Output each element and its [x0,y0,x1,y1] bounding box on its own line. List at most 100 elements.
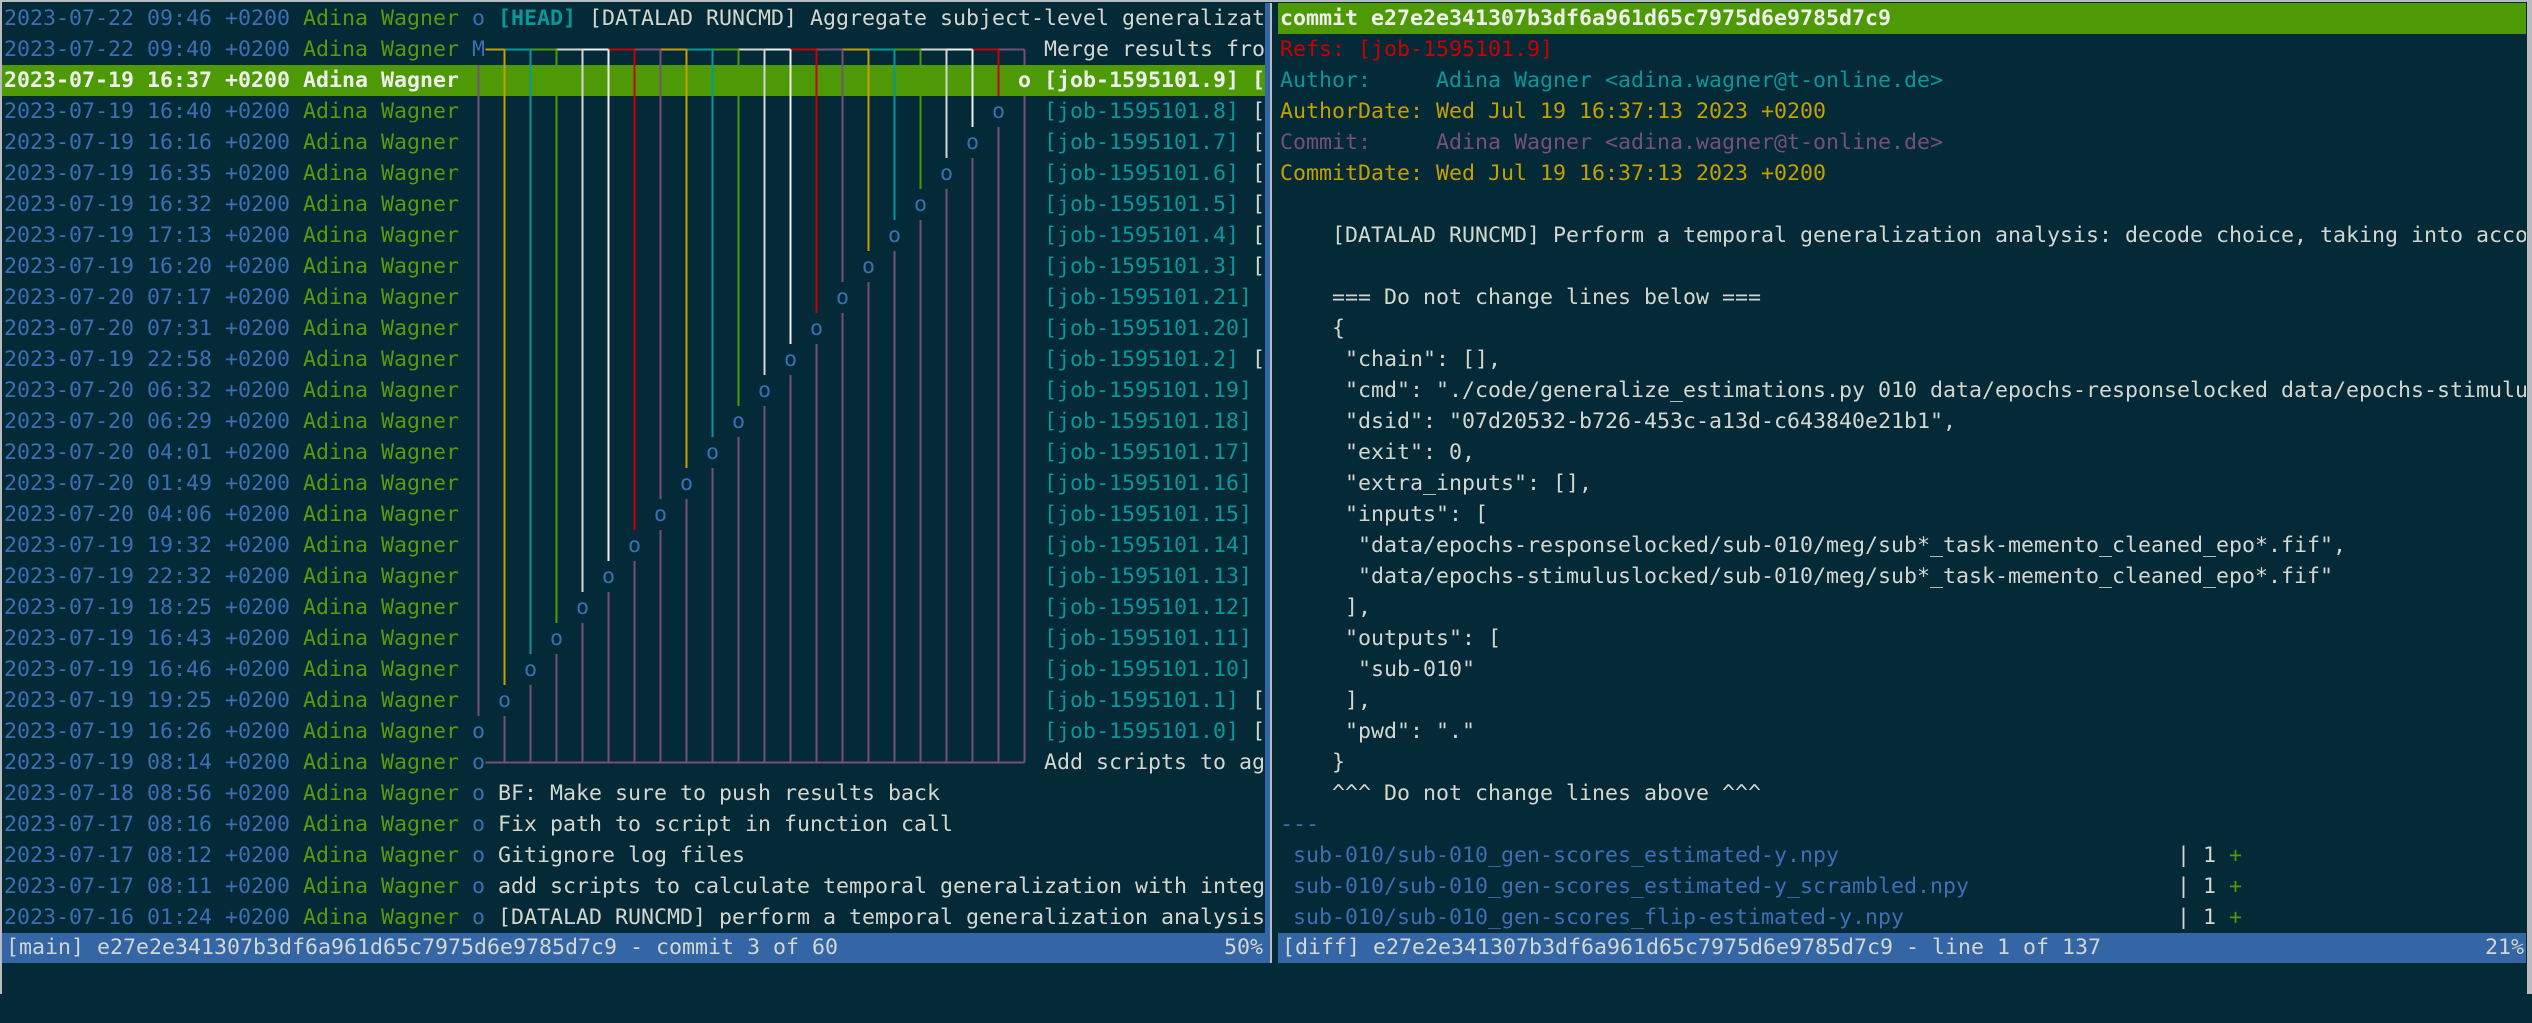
commit-dot-icon: o [472,781,486,806]
diff-line-body: [DATALAD RUNCMD] Perform a temporal gene… [1278,220,2526,251]
diff-line-body: { [1278,313,2526,344]
commit-row[interactable]: 2023-07-20 07:17 +0200 Adina Wagner o [job-… [2,282,1265,313]
diff-line-body: "sub-010" [1278,654,2526,685]
commit-row[interactable]: 2023-07-22 09:40 +0200 Adina Wagner M Merge… [2,34,1265,65]
ref-label: [job-1595101.2] [1044,347,1240,372]
merge-commit-marker-icon: M [472,37,486,62]
ref-label: [job-1595101.19] [1044,378,1253,403]
commit-author: Adina Wagner [303,533,460,558]
diff-view[interactable]: commit e27e2e341307b3df6a961d65c7975d6e9… [1278,0,2526,994]
commit-row[interactable]: 2023-07-19 16:16 +0200 Adina Wagner o [job-… [2,127,1265,158]
commit-row[interactable]: 2023-07-20 01:49 +0200 Adina Wagner o [job-… [2,468,1265,499]
main-view-commit-list[interactable]: 2023-07-22 09:46 +0200 Adina Wagner o [HEAD… [2,0,1265,994]
diff-line-text: "outputs": [ [1280,626,1502,651]
commit-date: 2023-07-19 19:25 +0200 [4,688,291,713]
ref-label: [job-1595101.18] [1044,409,1253,434]
pane-divider[interactable] [1265,3,1270,963]
commit-row[interactable]: 2023-07-20 04:06 +0200 Adina Wagner o [job-… [2,499,1265,530]
commit-row[interactable]: 2023-07-17 08:16 +0200 Adina Wagner o Fix p… [2,809,1265,840]
commit-date: 2023-07-22 09:46 +0200 [4,6,291,31]
commit-date: 2023-07-17 08:12 +0200 [4,843,291,868]
diff-line-body: "data/epochs-responselocked/sub-010/meg/… [1278,530,2526,561]
diff-line-text: ^^^ Do not change lines above ^^^ [1280,781,1762,806]
commit-dot-icon: o [706,440,720,465]
commit-dot-icon: o [472,843,486,868]
commit-row[interactable]: 2023-07-17 08:12 +0200 Adina Wagner o Gitig… [2,840,1265,871]
commit-row[interactable]: 2023-07-19 19:25 +0200 Adina Wagner o [job-… [2,685,1265,716]
commit-date: 2023-07-19 17:13 +0200 [4,223,291,248]
commit-date: 2023-07-19 18:25 +0200 [4,595,291,620]
commit-dot-icon: o [732,409,746,434]
diffstat-row[interactable]: sub-010/sub-010_gen-scores_estimated-y.n… [1278,840,2526,871]
commit-date: 2023-07-19 16:16 +0200 [4,130,291,155]
commit-row[interactable]: 2023-07-20 07:31 +0200 Adina Wagner o [job-… [2,313,1265,344]
commit-dot-icon: o [472,905,486,930]
diff-line-text: { [1280,316,1346,341]
commit-row[interactable]: 2023-07-19 16:32 +0200 Adina Wagner o [job-… [2,189,1265,220]
commit-dot-icon: o [472,874,486,899]
commit-row[interactable]: 2023-07-19 16:43 +0200 Adina Wagner o [job-… [2,623,1265,654]
diffstat-plus-icon: + [2229,843,2243,868]
commit-row[interactable]: 2023-07-19 16:35 +0200 Adina Wagner o [job-… [2,158,1265,189]
commit-date: 2023-07-22 09:40 +0200 [4,37,291,62]
commit-message: Add scripts to ag [1044,750,1265,775]
commit-row[interactable]: 2023-07-20 04:01 +0200 Adina Wagner o [job-… [2,437,1265,468]
diff-line-text: "cmd": "./code/generalize_estimations.py… [1280,378,2526,403]
diff-line-text: "pwd": "." [1280,719,1476,744]
commit-row[interactable]: 2023-07-19 17:13 +0200 Adina Wagner o [job-… [2,220,1265,251]
commit-row[interactable]: 2023-07-19 16:20 +0200 Adina Wagner o [job-… [2,251,1265,282]
diffstat-file: sub-010/sub-010_gen-scores_flip-estimate… [1280,905,1905,930]
commit-row[interactable]: 2023-07-19 22:32 +0200 Adina Wagner o [job-… [2,561,1265,592]
commit-dot-icon: o [654,502,668,527]
commit-message: [DATALAD RUNCMD] perform a temporal gene… [498,905,1265,930]
ref-label: [job-1595101.11] [1044,626,1253,651]
diff-line-text: [DATALAD RUNCMD] Perform a temporal gene… [1280,223,2526,248]
diff-line-text: "data/epochs-responselocked/sub-010/meg/… [1280,533,2347,558]
diffstat-row[interactable]: sub-010/sub-010_gen-scores_flip-estimate… [1278,902,2526,933]
diff-line-body: "pwd": "." [1278,716,2526,747]
ref-label: [job-1595101.20] [1044,316,1253,341]
commit-dot-icon: o [810,316,824,341]
diff-line-refs: Refs: [job-1595101.9] [1278,34,2526,65]
commit-row[interactable]: 2023-07-16 01:24 +0200 Adina Wagner o [DATA… [2,902,1265,933]
commit-row[interactable]: 2023-07-22 09:46 +0200 Adina Wagner o [HEAD… [2,3,1265,34]
commit-row[interactable]: 2023-07-19 16:46 +0200 Adina Wagner o [job-… [2,654,1265,685]
diff-line-committer: Commit: Adina Wagner <adina.wagner@t-onl… [1278,127,2526,158]
commit-message: Fix path to script in function call [498,812,954,837]
commit-author: Adina Wagner [303,564,460,589]
commit-row[interactable]: 2023-07-19 18:25 +0200 Adina Wagner o [job-… [2,592,1265,623]
commit-row[interactable]: 2023-07-19 16:40 +0200 Adina Wagner o [job-… [2,96,1265,127]
diff-status-text: [diff] e27e2e341307b3df6a961d65c7975d6e9… [1282,935,2102,960]
ref-label: [job-1595101.12] [1044,595,1253,620]
commit-author: Adina Wagner [303,781,460,806]
diff-line-body: ^^^ Do not change lines above ^^^ [1278,778,2526,809]
diff-view-status-bar: [diff] e27e2e341307b3df6a961d65c7975d6e9… [1278,933,2526,963]
commit-author: Adina Wagner [303,595,460,620]
commit-row[interactable]: 2023-07-19 08:14 +0200 Adina Wagner o Add s… [2,747,1265,778]
commit-row[interactable]: 2023-07-18 08:56 +0200 Adina Wagner o BF: M… [2,778,1265,809]
diffstat-file: sub-010/sub-010_gen-scores_estimated-y.n… [1280,843,1840,868]
commit-date: 2023-07-19 16:43 +0200 [4,626,291,651]
commit-row[interactable]: 2023-07-20 06:32 +0200 Adina Wagner o [job-… [2,375,1265,406]
commit-row[interactable]: 2023-07-19 22:58 +0200 Adina Wagner o [job-… [2,344,1265,375]
commit-dot-icon: o [472,6,486,31]
commit-author: Adina Wagner [303,750,460,775]
ref-label: [job-1595101.3] [1044,254,1240,279]
diffstat-plus-icon: + [2229,905,2243,930]
commit-message: [ [1252,68,1265,93]
window-border-top [0,0,2532,2]
ref-label: [job-1595101.9] [1044,68,1240,93]
commit-dot-icon: o [498,688,512,713]
main-view-status-bar: [main] e27e2e341307b3df6a961d65c7975d6e9… [2,933,1265,963]
commit-date: 2023-07-19 16:35 +0200 [4,161,291,186]
commit-row[interactable]: 2023-07-19 19:32 +0200 Adina Wagner o [job-… [2,530,1265,561]
diffstat-row[interactable]: sub-010/sub-010_gen-scores_estimated-y_s… [1278,871,2526,902]
commit-row[interactable]: 2023-07-17 08:11 +0200 Adina Wagner o add s… [2,871,1265,902]
commit-row[interactable]: 2023-07-19 16:26 +0200 Adina Wagner o [job-… [2,716,1265,747]
commit-row[interactable]: 2023-07-20 06:29 +0200 Adina Wagner o [job-… [2,406,1265,437]
commit-message: [ [1252,223,1265,248]
diff-line-body: "extra_inputs": [], [1278,468,2526,499]
commit-dot-icon: o [784,347,798,372]
commit-date: 2023-07-19 19:32 +0200 [4,533,291,558]
commit-row[interactable]: 2023-07-19 16:37 +0200 Adina Wagner o [job-… [2,65,1265,96]
